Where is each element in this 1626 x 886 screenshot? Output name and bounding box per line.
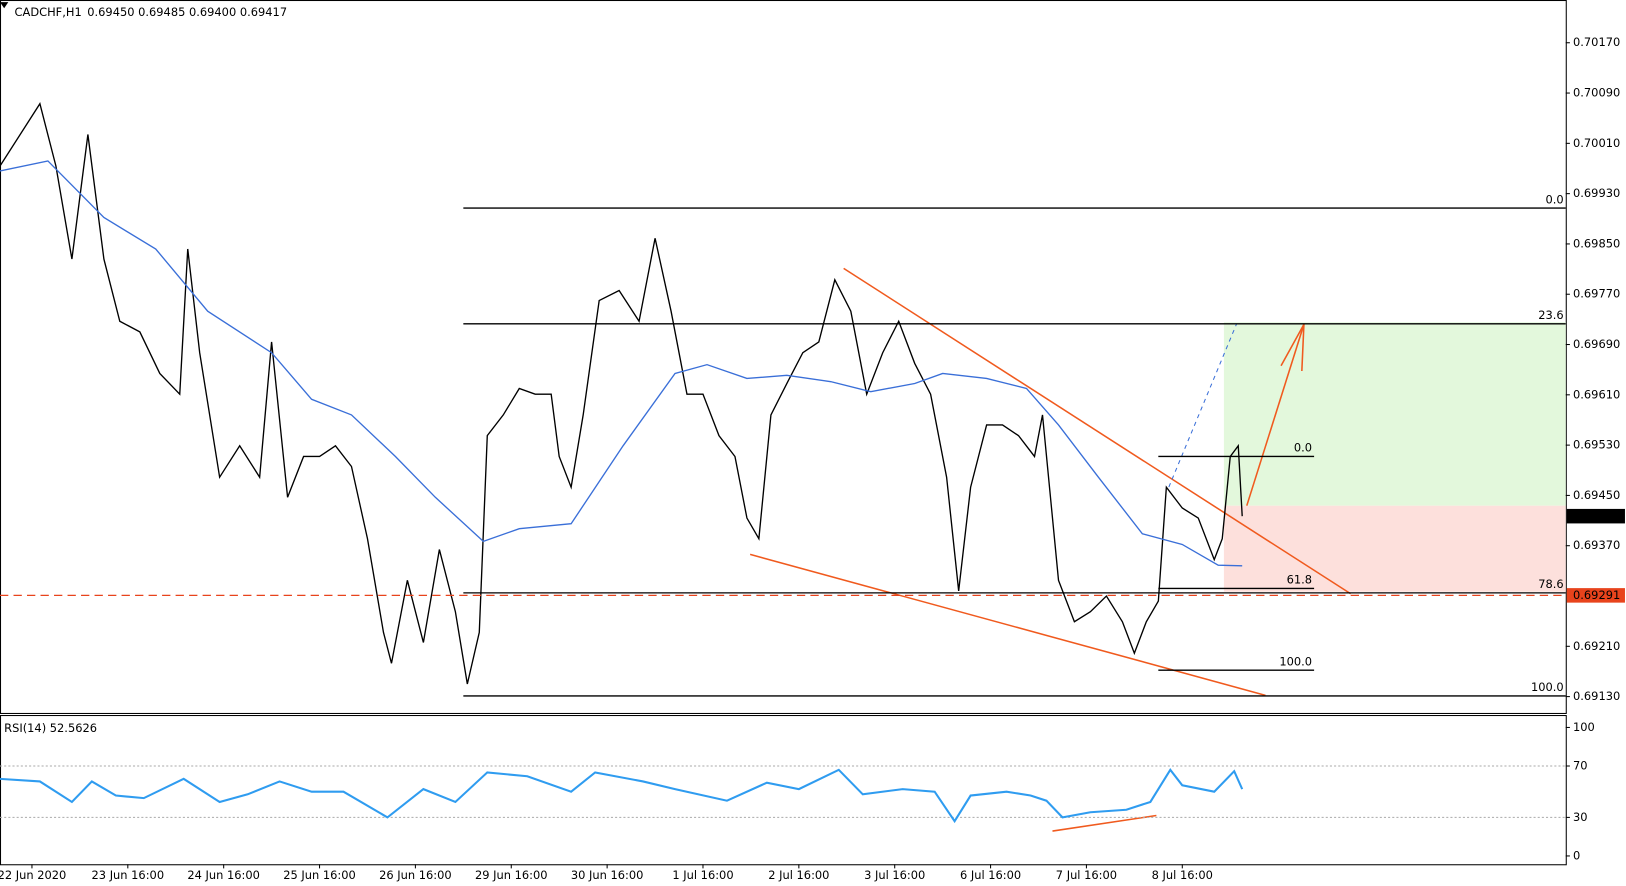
y-tick-label: 0.69930 <box>1573 186 1620 200</box>
x-tick-label: 24 Jun 16:00 <box>187 868 260 882</box>
reference-box <box>1566 588 1625 603</box>
fib-label: 100.0 <box>1531 680 1564 694</box>
x-tick-label: 3 Jul 16:00 <box>864 868 925 882</box>
series-line <box>0 768 1244 824</box>
fib-label: 0.0 <box>1294 441 1312 455</box>
y-tick-label: 0.69610 <box>1573 387 1620 401</box>
trendlines <box>749 267 1352 832</box>
y-tick-label: 0.70170 <box>1573 35 1620 49</box>
fib-label: 0.0 <box>1545 192 1563 206</box>
x-tick-label: 29 Jun 16:00 <box>475 868 548 882</box>
x-tick-label: 8 Jul 16:00 <box>1152 868 1213 882</box>
series-line <box>0 160 1243 567</box>
last-price-box <box>1566 508 1625 524</box>
y-tick-label: 0.70010 <box>1573 136 1620 150</box>
x-tick-label: 23 Jun 16:00 <box>92 868 165 882</box>
arrow <box>1246 324 1305 506</box>
y-tick-label: 0.69370 <box>1573 538 1620 552</box>
menu-icon <box>0 2 9 9</box>
x-tick-label: 1 Jul 16:00 <box>672 868 733 882</box>
y-tick-label: 0.69450 <box>1573 488 1620 502</box>
reference-label: 0.69291 <box>1573 588 1620 602</box>
y-tick-label: 70 <box>1573 759 1588 773</box>
fib-label: 23.6 <box>1538 308 1563 322</box>
series-line <box>0 102 1243 685</box>
y-tick-label: 0.69130 <box>1573 689 1620 703</box>
y-tick-label: 0.69770 <box>1573 287 1620 301</box>
y-tick-label: 0 <box>1573 848 1580 862</box>
x-tick-label: 30 Jun 16:00 <box>571 868 644 882</box>
risk-zone <box>1223 505 1566 592</box>
x-tick-label: 25 Jun 16:00 <box>283 868 356 882</box>
y-tick-label: 0.69690 <box>1573 337 1620 351</box>
y-tick-label: 0.69530 <box>1573 438 1620 452</box>
rsi-title: RSI(14) 52.5626 <box>4 721 97 735</box>
y-tick-label: 0.69850 <box>1573 236 1620 250</box>
fib-label: 100.0 <box>1279 654 1312 668</box>
x-tick-label: 7 Jul 16:00 <box>1056 868 1117 882</box>
x-tick-label: 26 Jun 16:00 <box>379 868 452 882</box>
x-tick-label: 2 Jul 16:00 <box>768 868 829 882</box>
y-tick-label: 0.69210 <box>1573 639 1620 653</box>
x-tick-label: 22 Jun 2020 <box>0 868 66 882</box>
rsi-trendline <box>1052 814 1157 832</box>
last-price-label: 0.69417 <box>1573 509 1620 523</box>
price-panel <box>0 0 1567 714</box>
fib-label: 78.6 <box>1538 577 1563 591</box>
target-zone <box>1223 322 1566 506</box>
ohlc: 0.69450 0.69485 0.69400 0.69417 <box>87 5 287 19</box>
y-tick-label: 30 <box>1573 810 1588 824</box>
rsi-panel <box>0 715 1567 866</box>
trendline <box>843 267 1352 595</box>
x-tick-label: 6 Jul 16:00 <box>960 868 1021 882</box>
y-tick-label: 0.70090 <box>1573 86 1620 100</box>
fib-label: 61.8 <box>1287 573 1312 587</box>
trendline <box>749 553 1266 697</box>
chart-title: CADCHF,H1 <box>15 5 82 19</box>
y-tick-label: 100 <box>1573 720 1595 734</box>
